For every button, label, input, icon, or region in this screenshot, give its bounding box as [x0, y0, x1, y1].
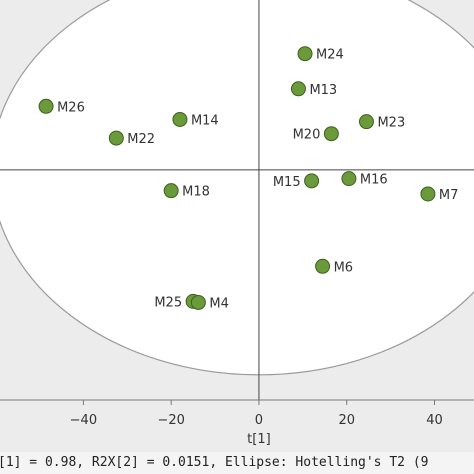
model-summary-footer: [1] = 0.98, R2X[2] = 0.0151, Ellipse: Ho… [0, 452, 474, 474]
data-point-m24 [297, 46, 313, 62]
point-label-m16: M16 [360, 173, 388, 188]
data-point-m16 [341, 171, 357, 187]
model-summary-text: [1] = 0.98, R2X[2] = 0.0151, Ellipse: Ho… [0, 455, 429, 470]
data-point-m15 [304, 173, 320, 189]
x-tick-label: −20 [157, 413, 184, 428]
data-point-m4 [190, 294, 206, 310]
point-label-m13: M13 [309, 83, 337, 98]
point-label-m22: M22 [127, 132, 155, 147]
point-label-m23: M23 [377, 116, 405, 131]
data-point-m6 [315, 258, 331, 274]
data-point-m7 [420, 186, 436, 202]
x-tick-label: 40 [426, 413, 443, 428]
point-label-m24: M24 [316, 48, 344, 63]
point-label-m25: M25 [154, 295, 182, 310]
x-axis-title: t[1] [247, 432, 271, 447]
x-axis-ticks: −40 −20 0 20 40 [70, 400, 443, 428]
x-tick-label: −40 [70, 413, 97, 428]
data-point-m13 [290, 81, 306, 97]
data-point-m26 [38, 98, 54, 114]
point-label-m20: M20 [293, 128, 321, 143]
data-points: M26 M22 M14 M18 M25 M4 M24 M13 M20 M23 M15 M16 M7 M6 [38, 46, 459, 311]
point-label-m14: M14 [191, 113, 219, 128]
point-label-m6: M6 [334, 260, 354, 275]
data-point-m23 [358, 114, 374, 130]
point-label-m26: M26 [57, 100, 85, 115]
data-point-m14 [172, 111, 188, 127]
x-tick-label: 0 [255, 413, 263, 428]
data-point-m18 [163, 183, 179, 199]
point-label-m15: M15 [273, 175, 301, 190]
data-point-m22 [108, 130, 124, 146]
point-label-m7: M7 [439, 188, 459, 203]
point-label-m4: M4 [209, 296, 229, 311]
point-label-m18: M18 [182, 185, 210, 200]
x-tick-label: 20 [338, 413, 355, 428]
data-point-m20 [323, 126, 339, 142]
